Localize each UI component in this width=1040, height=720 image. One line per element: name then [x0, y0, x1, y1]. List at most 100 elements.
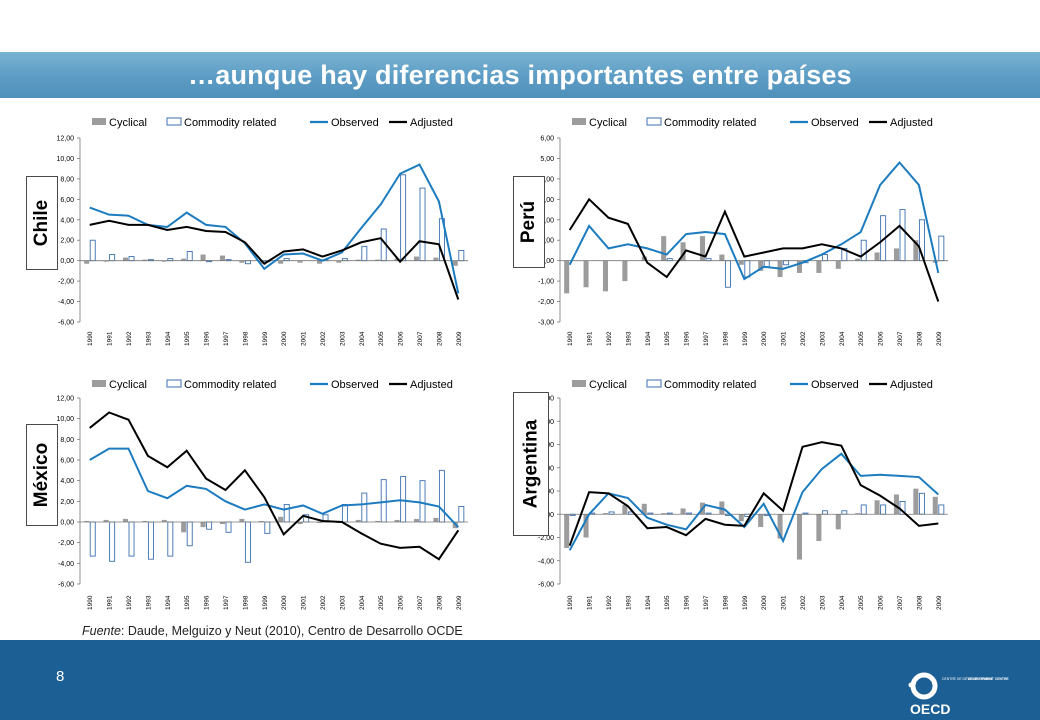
- bar-commodity-1995: [186, 251, 193, 262]
- bar-cyclical-2000: [278, 516, 284, 522]
- y-tick-label: 2,00: [60, 499, 74, 506]
- x-tick-label: 2005: [858, 331, 865, 346]
- x-tick-label: 1996: [204, 331, 211, 346]
- x-tick-label: 2000: [281, 595, 288, 610]
- bar-commodity-1999: [264, 521, 271, 534]
- bar-cyclical-2000: [758, 260, 764, 271]
- bar-cyclical-2002: [796, 260, 802, 273]
- bar-cyclical-2006: [394, 258, 400, 261]
- bar-cyclical-1996: [200, 522, 206, 528]
- legend: Cyclical Commodity related Observed Adjuste…: [572, 379, 933, 391]
- bar-commodity-2003: [821, 510, 828, 515]
- bar-commodity-2007: [899, 209, 906, 262]
- y-tick-label: 12,00: [56, 396, 74, 403]
- x-tick-label: 1991: [587, 331, 594, 346]
- x-tick-label: 1998: [242, 595, 249, 610]
- bar-commodity-2004: [841, 510, 848, 515]
- x-tick-label: 1993: [625, 595, 632, 610]
- y-tick-label: -2,00: [58, 279, 74, 286]
- oecd-logo-dot: [908, 682, 914, 688]
- country-label-chile: Chile: [26, 176, 58, 270]
- bar-cyclical-1996: [680, 508, 686, 515]
- x-tick-label: 2002: [800, 595, 807, 610]
- line-adjusted: [89, 219, 460, 300]
- x-tick-label: 1999: [262, 595, 269, 610]
- y-tick-label: -4,00: [538, 558, 554, 565]
- x-tick-label: 1992: [126, 331, 133, 346]
- x-tick-label: 1995: [664, 595, 671, 610]
- bar-cyclical-2003: [816, 514, 822, 541]
- bar-commodity-1993: [147, 521, 154, 560]
- y-tick-label: -2,00: [538, 535, 554, 542]
- x-tick-label: 2002: [320, 331, 327, 346]
- y-tick-label: 4,00: [540, 176, 554, 183]
- bar-cyclical-2005: [855, 258, 861, 261]
- x-tick-label: 2007: [417, 595, 424, 610]
- x-tick-label: 2006: [398, 331, 405, 346]
- legend-label: Commodity related: [184, 117, 276, 129]
- bar-cyclical-1997: [699, 236, 705, 261]
- bar-commodity-2008: [918, 492, 925, 515]
- bar-cyclical-1991: [583, 514, 589, 538]
- x-tick-label: 1996: [684, 331, 691, 346]
- chart-chile: Cyclical Commodity related Observed Adjuste…: [56, 117, 468, 346]
- x-tick-label: 2009: [456, 595, 463, 610]
- x-tick-label: 1995: [184, 595, 191, 610]
- y-tick-label: 2,00: [540, 217, 554, 224]
- x-tick-label: 1991: [587, 595, 594, 610]
- oecd-logo-ring: [910, 672, 938, 700]
- legend-swatch-commodity: [646, 379, 662, 388]
- bar-cyclical-2009: [452, 260, 458, 266]
- legend-swatch-cyclical: [572, 118, 586, 125]
- chart-peru: Cyclical Commodity related Observed Adjuste…: [538, 117, 948, 346]
- y-tick-label: -4,00: [58, 299, 74, 306]
- y-tick-label: 2,00: [60, 238, 74, 245]
- line-adjusted: [568, 197, 940, 302]
- x-tick-label: 1994: [645, 595, 652, 610]
- x-tick-label: 2003: [339, 331, 346, 346]
- legend-label: Cyclical: [589, 117, 627, 129]
- oecd-logo: OECD CENTRE DE DÉVELOPPEMENT DEVELOPMENT…: [908, 672, 1009, 717]
- bar-commodity-1992: [128, 256, 135, 262]
- x-tick-label: 2006: [878, 331, 885, 346]
- bar-cyclical-2003: [816, 260, 822, 273]
- bar-cyclical-1991: [583, 260, 589, 288]
- bar-commodity-1994: [167, 521, 174, 557]
- bar-cyclical-1990: [564, 514, 570, 548]
- bar-cyclical-1993: [142, 259, 148, 261]
- x-tick-label: 2006: [398, 595, 405, 610]
- line-observed: [89, 447, 460, 528]
- bar-cyclical-1992: [602, 513, 608, 515]
- legend-label: Observed: [811, 379, 859, 391]
- bar-cyclical-1998: [239, 260, 245, 263]
- y-tick-label: 6,00: [60, 458, 74, 465]
- x-tick-label: 2009: [456, 331, 463, 346]
- legend-label: Commodity related: [664, 117, 756, 129]
- legend-label: Commodity related: [184, 379, 276, 391]
- country-label-argentina: Argentina: [513, 392, 549, 536]
- bar-commodity-2006: [400, 174, 407, 262]
- bar-commodity-1998: [724, 260, 731, 288]
- x-tick-label: 2009: [936, 595, 943, 610]
- legend-label: Cyclical: [109, 117, 147, 129]
- bar-cyclical-2004: [835, 260, 841, 269]
- bar-cyclical-1992: [602, 260, 608, 292]
- legend-label: Adjusted: [890, 117, 933, 129]
- bar-cyclical-1995: [181, 258, 187, 261]
- x-tick-label: 1994: [645, 331, 652, 346]
- line-observed: [568, 452, 939, 551]
- bar-commodity-1999: [744, 260, 751, 278]
- x-tick-label: 1999: [742, 595, 749, 610]
- x-tick-label: 2001: [301, 595, 308, 610]
- bar-cyclical-1996: [680, 242, 686, 261]
- bar-cyclical-2000: [278, 260, 284, 264]
- legend-swatch-cyclical: [92, 380, 106, 387]
- bar-cyclical-1999: [738, 514, 744, 522]
- x-tick-label: 1997: [703, 331, 710, 346]
- bar-commodity-1996: [206, 521, 213, 530]
- bar-commodity-2005: [860, 239, 867, 262]
- bar-cyclical-1998: [239, 518, 245, 522]
- bar-cyclical-1991: [103, 260, 109, 262]
- bar-commodity-2007: [419, 480, 426, 523]
- bar-commodity-2008: [438, 469, 445, 523]
